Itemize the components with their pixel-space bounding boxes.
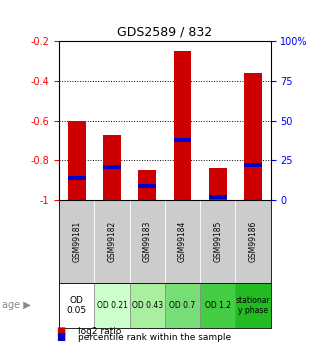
Bar — [59, 283, 94, 328]
Bar — [68, 121, 86, 200]
Bar — [200, 283, 235, 328]
Text: GSM99181: GSM99181 — [72, 221, 81, 262]
Bar — [244, 163, 262, 167]
Text: GSM99186: GSM99186 — [248, 221, 258, 262]
Bar — [209, 168, 226, 200]
Text: GSM99183: GSM99183 — [143, 221, 152, 262]
Bar — [94, 283, 130, 328]
Text: GSM99185: GSM99185 — [213, 221, 222, 262]
Text: stationar
y phase: stationar y phase — [235, 296, 270, 315]
Bar — [209, 195, 226, 199]
Text: ■: ■ — [56, 326, 65, 336]
Text: GSM99184: GSM99184 — [178, 221, 187, 262]
Bar — [174, 51, 191, 200]
Title: GDS2589 / 832: GDS2589 / 832 — [117, 26, 212, 39]
Bar — [174, 138, 191, 142]
Text: GSM99182: GSM99182 — [108, 221, 116, 262]
Text: OD 1.2: OD 1.2 — [205, 301, 231, 310]
Text: age ▶: age ▶ — [2, 300, 30, 310]
Bar — [103, 135, 121, 200]
Text: OD
0.05: OD 0.05 — [67, 296, 87, 315]
Bar — [165, 283, 200, 328]
Bar — [244, 73, 262, 200]
Bar — [138, 184, 156, 188]
Bar — [68, 176, 86, 180]
Text: OD 0.43: OD 0.43 — [132, 301, 163, 310]
Bar — [130, 283, 165, 328]
Text: OD 0.7: OD 0.7 — [169, 301, 196, 310]
Text: log2 ratio: log2 ratio — [78, 327, 121, 336]
Text: OD 0.21: OD 0.21 — [96, 301, 128, 310]
Bar — [235, 283, 271, 328]
Text: percentile rank within the sample: percentile rank within the sample — [78, 333, 231, 342]
Text: ■: ■ — [56, 332, 65, 342]
Bar — [138, 170, 156, 200]
Bar — [103, 165, 121, 169]
